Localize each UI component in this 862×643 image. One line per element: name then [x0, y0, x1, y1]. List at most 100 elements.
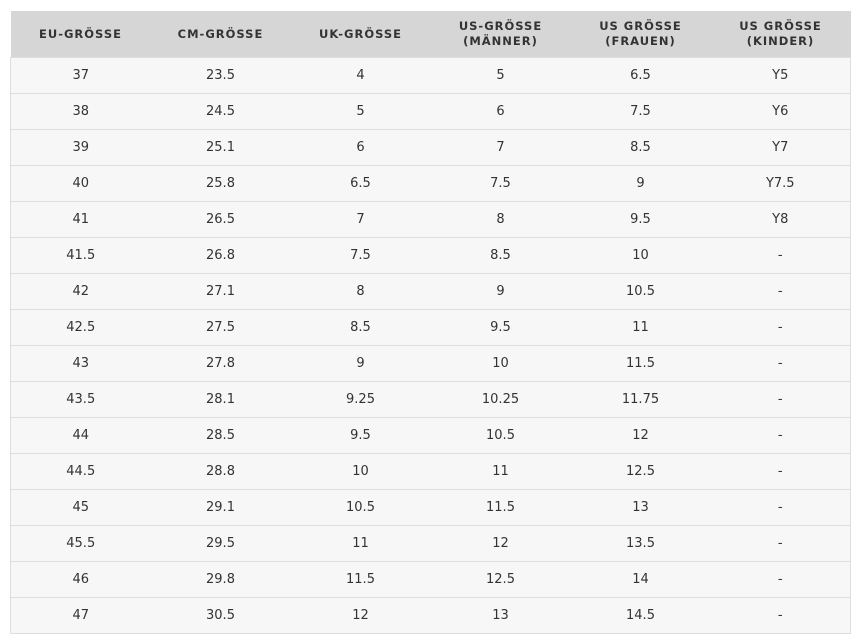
table-cell: 27.1	[150, 273, 291, 310]
table-cell: 25.1	[150, 129, 291, 166]
table-cell: 44	[10, 417, 151, 454]
table-row: 40 25.8 6.5 7.5 9 Y7.5	[10, 165, 851, 202]
table-row: 41.5 26.8 7.5 8.5 10-	[10, 237, 851, 274]
table-cell: -	[710, 273, 851, 310]
table-cell: 45	[10, 489, 151, 526]
table-cell: 42	[10, 273, 151, 310]
table-cell: 41	[10, 201, 151, 238]
table-cell: 9.5	[570, 201, 711, 238]
table-cell: 5	[290, 93, 431, 130]
table-cell: 6	[290, 129, 431, 166]
table-cell: -	[710, 453, 851, 490]
table-cell: 43.5	[10, 381, 151, 418]
table-cell: 7.5	[290, 237, 431, 274]
table-row: 47 30.5 12 13 14.5-	[10, 597, 851, 634]
table-cell: Y8	[710, 201, 851, 238]
table-cell: 11.5	[430, 489, 571, 526]
table-cell: 5	[430, 57, 571, 94]
table-cell: 6	[430, 93, 571, 130]
table-row: 46 29.8 11.5 12.5 14-	[10, 561, 851, 598]
column-header: EU-GRÖSSE	[10, 11, 151, 58]
table-cell: -	[710, 309, 851, 346]
table-cell: 39	[10, 129, 151, 166]
table-cell: 11.5	[570, 345, 711, 382]
table-cell: 27.5	[150, 309, 291, 346]
column-header: US GRÖSSE (KINDER)	[710, 11, 851, 58]
table-row: 42.5 27.5 8.5 9.5 11-	[10, 309, 851, 346]
size-table: EU-GRÖSSE CM-GRÖSSE UK-GRÖSSE US-GRÖSSE (MÄ…	[10, 11, 851, 634]
table-cell: 38	[10, 93, 151, 130]
table-cell: 11.5	[290, 561, 431, 598]
table-cell: 6.5	[290, 165, 431, 202]
table-cell: 13.5	[570, 525, 711, 562]
table-row: 43 27.8 9 10 11.5-	[10, 345, 851, 382]
table-cell: 13	[430, 597, 571, 634]
column-header: CM-GRÖSSE	[150, 11, 291, 58]
table-cell: -	[710, 525, 851, 562]
table-cell: 12	[430, 525, 571, 562]
table-cell: 40	[10, 165, 151, 202]
table-cell: 47	[10, 597, 151, 634]
table-cell: 11	[430, 453, 571, 490]
table-cell: 4	[290, 57, 431, 94]
table-cell: -	[710, 417, 851, 454]
table-cell: 11	[290, 525, 431, 562]
table-cell: 29.8	[150, 561, 291, 598]
table-cell: 10.25	[430, 381, 571, 418]
table-cell: 8.5	[570, 129, 711, 166]
table-cell: 37	[10, 57, 151, 94]
table-row: 44 28.5 9.5 10.5 12-	[10, 417, 851, 454]
table-row: 38 24.5 5 6 7.5 Y6	[10, 93, 851, 130]
table-cell: 41.5	[10, 237, 151, 274]
table-cell: 14	[570, 561, 711, 598]
table-cell: 29.1	[150, 489, 291, 526]
table-cell: 28.8	[150, 453, 291, 490]
table-cell: 8	[430, 201, 571, 238]
size-chart: EU-GRÖSSE CM-GRÖSSE UK-GRÖSSE US-GRÖSSE (MÄ…	[10, 11, 851, 634]
table-cell: 9.25	[290, 381, 431, 418]
table-cell: 44.5	[10, 453, 151, 490]
table-cell: 24.5	[150, 93, 291, 130]
table-cell: -	[710, 489, 851, 526]
table-cell: 8	[290, 273, 431, 310]
table-cell: 14.5	[570, 597, 711, 634]
table-cell: 10.5	[570, 273, 711, 310]
table-cell: 26.5	[150, 201, 291, 238]
table-row: 37 23.5 4 5 6.5 Y5	[10, 57, 851, 94]
table-cell: 7.5	[570, 93, 711, 130]
table-row: 44.5 28.8 10 11 12.5-	[10, 453, 851, 490]
table-cell: 30.5	[150, 597, 291, 634]
table-cell: 42.5	[10, 309, 151, 346]
table-cell: Y6	[710, 93, 851, 130]
table-body: 37 23.5 4 5 6.5 Y5 38 24.5 5 6 7.5 Y6 39 25.1 6 7 8.5 Y7 4…	[10, 57, 851, 634]
table-cell: 27.8	[150, 345, 291, 382]
table-row: 41 26.5 7 8 9.5 Y8	[10, 201, 851, 238]
table-cell: 28.5	[150, 417, 291, 454]
table-cell: 10	[290, 453, 431, 490]
table-cell: -	[710, 237, 851, 274]
table-cell: -	[710, 345, 851, 382]
table-cell: 12	[290, 597, 431, 634]
header-row: EU-GRÖSSE CM-GRÖSSE UK-GRÖSSE US-GRÖSSE (MÄ…	[10, 11, 851, 58]
table-cell: 45.5	[10, 525, 151, 562]
table-cell: Y7	[710, 129, 851, 166]
table-cell: 9	[570, 165, 711, 202]
table-cell: Y5	[710, 57, 851, 94]
table-row: 45.5 29.5 11 12 13.5-	[10, 525, 851, 562]
column-header: US-GRÖSSE (MÄNNER)	[430, 11, 571, 58]
table-header: EU-GRÖSSE CM-GRÖSSE UK-GRÖSSE US-GRÖSSE (MÄ…	[10, 11, 851, 58]
table-cell: 7	[290, 201, 431, 238]
table-cell: 25.8	[150, 165, 291, 202]
column-header: UK-GRÖSSE	[290, 11, 431, 58]
table-cell: 12.5	[570, 453, 711, 490]
table-cell: 23.5	[150, 57, 291, 94]
table-cell: 11	[570, 309, 711, 346]
table-cell: 26.8	[150, 237, 291, 274]
table-row: 42 27.1 8 9 10.5-	[10, 273, 851, 310]
table-row: 45 29.1 10.5 11.5 13-	[10, 489, 851, 526]
table-cell: 7	[430, 129, 571, 166]
table-cell: 29.5	[150, 525, 291, 562]
table-cell: 9	[430, 273, 571, 310]
table-cell: 9.5	[290, 417, 431, 454]
